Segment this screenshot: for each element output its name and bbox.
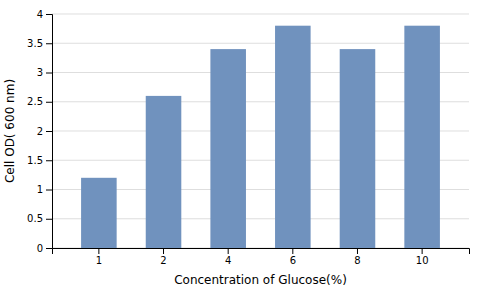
x-tick-label: 8 — [354, 255, 360, 266]
bar — [146, 96, 182, 248]
bar — [210, 49, 246, 248]
y-tick-mark — [46, 43, 52, 44]
chart-container: 0 0.5 1 1.5 2 2.5 3 3.5 4 1 2 4 6 8 10 Concentration of… — [0, 0, 483, 294]
grid-line — [52, 14, 469, 15]
bar — [404, 26, 440, 248]
x-axis: 1 2 4 6 8 10 — [53, 248, 470, 266]
y-tick-label: 1.5 — [27, 155, 43, 166]
y-tick-mark — [46, 131, 52, 132]
y-tick-mark — [46, 190, 52, 191]
y-tick-label: 3.5 — [27, 38, 43, 49]
y-tick: 2 — [37, 126, 52, 137]
x-tick-mark — [357, 248, 358, 254]
x-tick: 6 — [290, 248, 296, 266]
y-tick-mark — [46, 14, 52, 15]
x-tick-label: 10 — [416, 255, 429, 266]
bar — [340, 49, 376, 248]
y-tick: 0.5 — [27, 213, 52, 224]
y-tick-label: 2 — [37, 126, 43, 137]
y-tick-label: 3 — [37, 67, 43, 78]
y-axis-line — [46, 15, 53, 249]
y-tick: 4 — [37, 9, 52, 20]
x-tick-mark — [422, 248, 423, 254]
y-tick-label: 1 — [37, 184, 43, 195]
y-tick-label: 4 — [37, 9, 43, 20]
x-axis-line — [53, 249, 470, 255]
y-axis-title: Cell OD( 600 nm) — [3, 79, 17, 183]
y-axis: 0 0.5 1 1.5 2 2.5 3 3.5 4 — [27, 9, 52, 254]
grid — [52, 14, 469, 248]
y-tick-mark — [46, 248, 52, 249]
y-tick: 3 — [37, 67, 52, 78]
y-tick-mark — [46, 102, 52, 103]
y-tick: 1 — [37, 184, 52, 195]
y-tick-mark — [46, 219, 52, 220]
y-tick: 3.5 — [27, 38, 52, 49]
x-tick-label: 2 — [160, 255, 166, 266]
y-tick: 0 — [37, 243, 52, 254]
x-tick-mark — [228, 248, 229, 254]
x-tick: 10 — [416, 248, 429, 266]
x-tick: 4 — [225, 248, 231, 266]
x-tick-mark — [98, 248, 99, 254]
x-tick: 8 — [354, 248, 360, 266]
x-tick: 2 — [160, 248, 166, 266]
x-tick-label: 6 — [290, 255, 296, 266]
y-tick: 2.5 — [27, 96, 52, 107]
plot-area: 0 0.5 1 1.5 2 2.5 3 3.5 4 1 2 4 6 8 10 — [27, 9, 469, 266]
bar — [275, 26, 311, 248]
x-axis-title: Concentration of Glucose(%) — [174, 273, 347, 287]
y-tick-label: 0.5 — [27, 213, 43, 224]
bar — [81, 178, 117, 248]
y-tick-label: 2.5 — [27, 96, 43, 107]
y-tick: 1.5 — [27, 155, 52, 166]
x-tick-label: 1 — [96, 255, 102, 266]
y-tick-mark — [46, 73, 52, 74]
y-tick-label: 0 — [37, 243, 43, 254]
x-tick-label: 4 — [225, 255, 231, 266]
y-tick-mark — [46, 160, 52, 161]
bars — [81, 26, 440, 248]
chart-svg: 0 0.5 1 1.5 2 2.5 3 3.5 4 1 2 4 6 8 10 Concentration of… — [0, 0, 483, 294]
x-tick: 1 — [96, 248, 102, 266]
x-tick-mark — [292, 248, 293, 254]
x-tick-mark — [163, 248, 164, 254]
